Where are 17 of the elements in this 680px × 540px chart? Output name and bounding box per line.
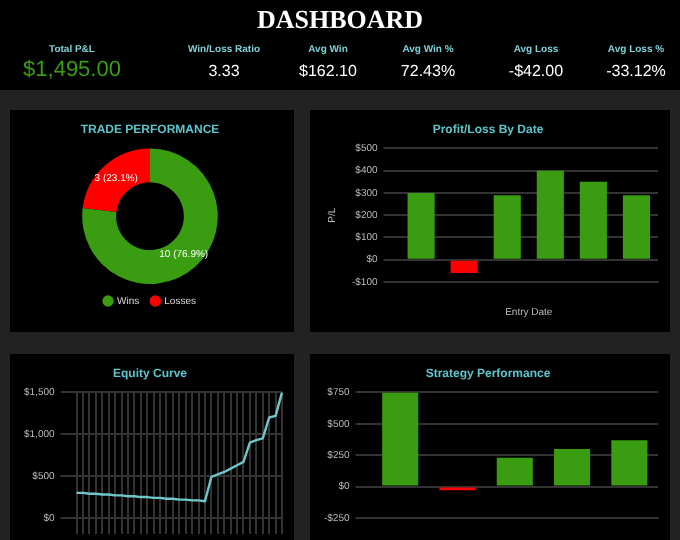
text: -$42.00 [506, 62, 566, 80]
bar [611, 440, 648, 486]
text: $162.10 [297, 62, 359, 80]
bar [622, 195, 651, 259]
bar [382, 392, 419, 486]
bar [536, 170, 564, 259]
bar [407, 192, 435, 259]
text: DASHBOARD [254, 4, 426, 36]
bar [496, 457, 533, 486]
bar [450, 260, 478, 274]
text: $1,495.00 [21, 58, 123, 82]
text: 3.33 [206, 62, 242, 80]
text: -33.12% [604, 62, 668, 80]
bar [554, 448, 591, 486]
bar [579, 181, 607, 259]
bar [493, 195, 521, 259]
text: 72.43% [398, 62, 458, 80]
